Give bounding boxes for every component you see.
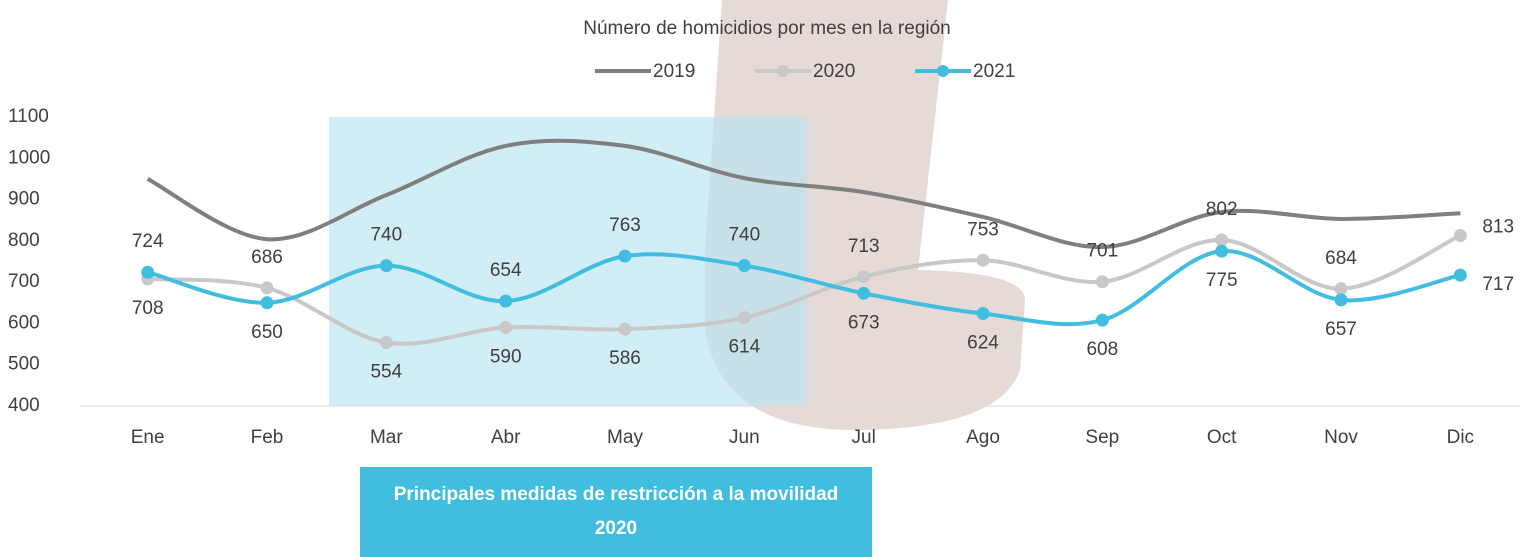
data-label: 740 (370, 225, 402, 246)
marker (1335, 293, 1348, 306)
y-tick-label: 600 (8, 312, 40, 333)
x-tick-label: Nov (1324, 427, 1358, 448)
data-label: 763 (609, 215, 641, 236)
marker (738, 259, 751, 272)
x-tick-label: Ene (131, 427, 165, 448)
data-label: 624 (967, 333, 999, 354)
y-tick-label: 500 (8, 354, 40, 375)
data-label: 802 (1206, 199, 1238, 220)
x-tick-label: Ago (966, 427, 1000, 448)
data-label: 654 (490, 260, 522, 281)
marker (1096, 314, 1109, 327)
marker (380, 259, 393, 272)
y-tick-label: 900 (8, 189, 40, 210)
y-tick-label: 700 (8, 271, 40, 292)
y-tick-label: 800 (8, 230, 40, 251)
x-tick-label: Sep (1085, 427, 1119, 448)
data-label: 813 (1482, 217, 1514, 238)
data-label: 740 (728, 225, 760, 246)
data-label: 608 (1086, 339, 1118, 360)
x-tick-label: Mar (370, 427, 403, 448)
x-tick-label: May (607, 427, 643, 448)
data-label: 753 (967, 219, 999, 240)
marker (857, 270, 870, 283)
legend-marker (777, 65, 789, 77)
data-label: 614 (728, 337, 760, 358)
chart-title: Número de homicidios por mes en la regió… (583, 18, 951, 39)
marker (1335, 282, 1348, 295)
marker (1215, 234, 1228, 247)
data-label: 673 (848, 312, 880, 333)
annotation: Principales medidas de restricción a la … (360, 467, 872, 557)
marker (1215, 245, 1228, 258)
marker (261, 281, 274, 294)
chart: Número de homicidios por mes en la regió… (0, 0, 1525, 467)
data-label: 775 (1206, 270, 1238, 291)
data-label: 701 (1086, 241, 1118, 262)
data-label: 586 (609, 348, 641, 369)
legend-label: 2019 (653, 61, 695, 82)
data-label: 684 (1325, 248, 1357, 269)
marker (499, 321, 512, 334)
data-label: 657 (1325, 319, 1357, 340)
data-label: 717 (1482, 274, 1514, 295)
marker (261, 296, 274, 309)
x-tick-label: Jul (852, 427, 876, 448)
x-tick-label: Abr (491, 427, 521, 448)
y-tick-label: 400 (8, 395, 40, 416)
x-tick-label: Dic (1447, 427, 1474, 448)
marker (380, 336, 393, 349)
data-label: 590 (490, 347, 522, 368)
marker (977, 254, 990, 267)
legend-marker (937, 65, 949, 77)
marker (1096, 275, 1109, 288)
x-tick-label: Jun (729, 427, 760, 448)
data-label: 724 (132, 231, 164, 252)
marker (1454, 229, 1467, 242)
page: Número de homicidios por mes en la regió… (0, 0, 1525, 557)
x-tick-label: Oct (1207, 427, 1237, 448)
y-tick-label: 1100 (8, 106, 49, 127)
legend-label: 2020 (813, 61, 855, 82)
x-tick-label: Feb (251, 427, 284, 448)
data-label: 713 (848, 236, 880, 257)
data-label: 554 (370, 361, 402, 382)
data-label: 708 (132, 298, 164, 319)
marker (619, 323, 632, 336)
marker (1454, 269, 1467, 282)
marker (619, 250, 632, 263)
marker (977, 307, 990, 320)
legend-label: 2021 (973, 61, 1015, 82)
marker (738, 311, 751, 324)
marker (499, 295, 512, 308)
data-label: 686 (251, 247, 283, 268)
marker (857, 287, 870, 300)
y-tick-label: 1000 (8, 147, 50, 168)
marker (141, 266, 154, 279)
data-label: 650 (251, 322, 283, 343)
